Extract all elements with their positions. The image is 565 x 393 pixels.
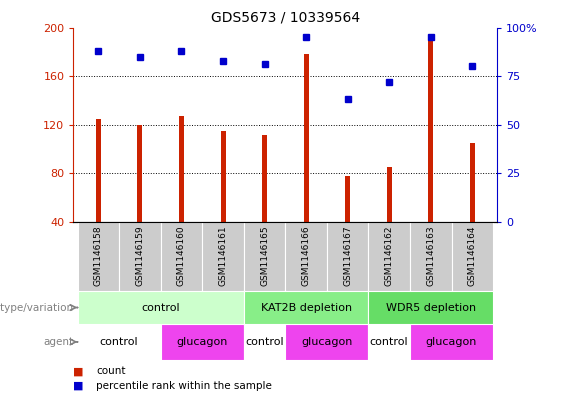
Text: GSM1146162: GSM1146162 xyxy=(385,226,394,286)
Bar xyxy=(202,222,244,291)
Text: GSM1146158: GSM1146158 xyxy=(94,226,103,286)
Bar xyxy=(386,167,392,222)
Text: control: control xyxy=(100,337,138,347)
Text: glucagon: glucagon xyxy=(426,337,477,347)
Bar xyxy=(220,131,225,222)
Text: ■: ■ xyxy=(73,381,84,391)
Text: KAT2B depletion: KAT2B depletion xyxy=(260,303,351,312)
Text: genotype/variation: genotype/variation xyxy=(0,303,73,312)
Bar xyxy=(244,291,368,324)
Text: glucagon: glucagon xyxy=(301,337,353,347)
Bar xyxy=(368,324,410,360)
Text: GSM1146167: GSM1146167 xyxy=(343,226,352,286)
Bar xyxy=(244,222,285,291)
Text: count: count xyxy=(96,366,125,376)
Text: GSM1146165: GSM1146165 xyxy=(260,226,269,286)
Bar xyxy=(77,222,119,291)
Text: GSM1146159: GSM1146159 xyxy=(136,226,145,286)
Bar xyxy=(77,324,160,360)
Bar xyxy=(77,291,244,324)
Text: control: control xyxy=(245,337,284,347)
Text: percentile rank within the sample: percentile rank within the sample xyxy=(96,381,272,391)
Text: GSM1146166: GSM1146166 xyxy=(302,226,311,286)
Text: glucagon: glucagon xyxy=(176,337,228,347)
Text: WDR5 depletion: WDR5 depletion xyxy=(386,303,476,312)
Text: GSM1146161: GSM1146161 xyxy=(219,226,228,286)
Text: GSM1146160: GSM1146160 xyxy=(177,226,186,286)
Text: GSM1146163: GSM1146163 xyxy=(426,226,435,286)
Text: agent: agent xyxy=(44,337,73,347)
Bar xyxy=(137,125,142,222)
Text: GSM1146164: GSM1146164 xyxy=(468,226,477,286)
Bar xyxy=(119,222,160,291)
Bar xyxy=(470,143,475,222)
Text: control: control xyxy=(141,303,180,312)
Bar xyxy=(160,222,202,291)
Bar xyxy=(345,176,350,222)
Bar xyxy=(368,222,410,291)
Bar xyxy=(285,324,368,360)
Bar xyxy=(451,222,493,291)
Title: GDS5673 / 10339564: GDS5673 / 10339564 xyxy=(211,11,360,25)
Bar xyxy=(368,291,493,324)
Bar xyxy=(285,222,327,291)
Bar xyxy=(303,54,308,222)
Text: ■: ■ xyxy=(73,366,84,376)
Bar xyxy=(160,324,244,360)
Bar xyxy=(327,222,368,291)
Bar xyxy=(96,119,101,222)
Bar xyxy=(428,36,433,222)
Bar xyxy=(410,222,451,291)
Text: control: control xyxy=(370,337,408,347)
Bar xyxy=(410,324,493,360)
Bar xyxy=(179,116,184,222)
Bar xyxy=(262,134,267,222)
Bar xyxy=(244,324,285,360)
